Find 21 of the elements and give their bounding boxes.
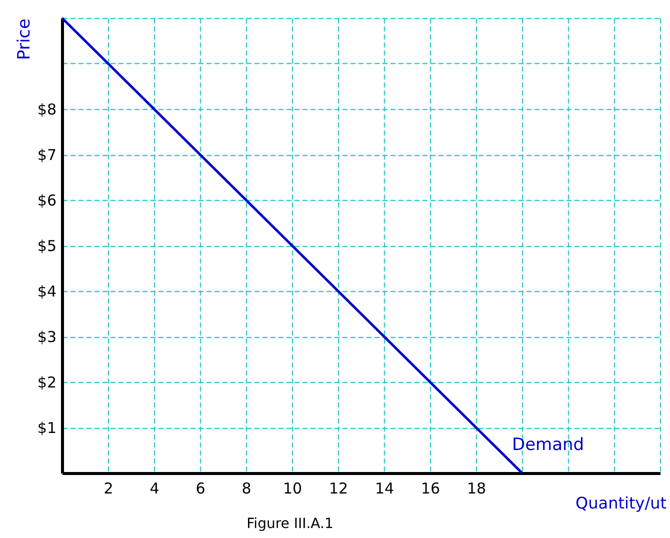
x-tick-label: 2 [104,480,114,498]
x-tick-label: 12 [328,480,348,498]
x-tick-label: 18 [466,480,486,498]
y-tick-label: $7 [37,146,56,164]
series-label: Demand [512,435,584,455]
x-tick-label: 8 [242,480,252,498]
y-tick-label: $4 [37,282,56,300]
x-tick-label: 16 [420,480,440,498]
y-axis-title: Price [14,18,34,60]
y-tick-label: $2 [37,374,56,392]
x-tick-label: 14 [374,480,394,498]
x-tick-label: 4 [150,480,160,498]
x-axis-title: Quantity/ut [576,494,666,512]
x-tick-label: 6 [196,480,206,498]
y-tick-label: $6 [37,192,56,210]
text: Figure III.A.1 [246,516,334,532]
y-tick-label: $3 [37,328,56,346]
y-tick-label: $1 [37,419,56,437]
y-tick-label: $8 [37,100,56,118]
y-tick-label: $5 [37,237,56,255]
x-tick-label: 10 [282,480,302,498]
